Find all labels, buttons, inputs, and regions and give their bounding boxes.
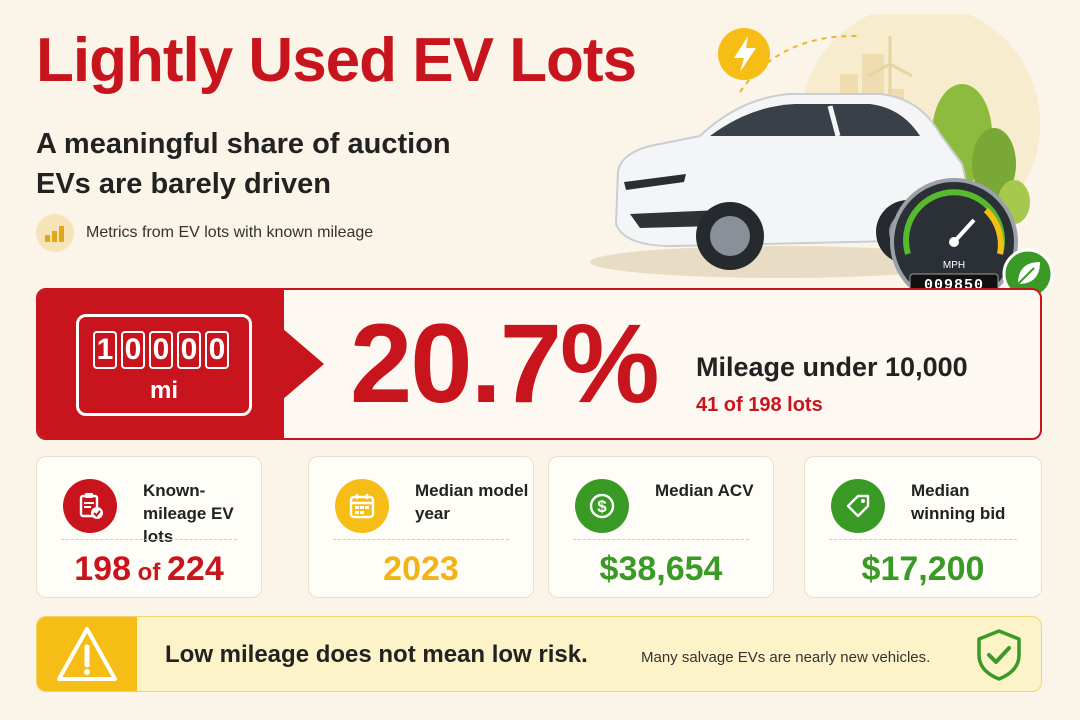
highlight-label: Mileage under 10,000 <box>696 352 968 382</box>
highlight-percent: 20.7% <box>350 301 660 426</box>
svg-text:$: $ <box>597 497 607 516</box>
warning-headline: Low mileage does not mean low risk. <box>165 641 588 668</box>
stat-label: Median model year <box>415 481 529 523</box>
odometer-digit: 0 <box>121 331 145 369</box>
stat-divider <box>61 539 237 540</box>
odometer-panel: 1 0 0 0 0 mi <box>38 290 284 438</box>
stat-value-count: 198 <box>74 550 131 588</box>
stat-value: $38,654 <box>599 550 723 588</box>
stat-value: $17,200 <box>861 550 985 588</box>
speedometer-icon: MPH 009850 <box>890 178 1018 304</box>
stat-card-median-acv: $ Median ACV $38,654 <box>548 456 774 598</box>
risk-warning-banner: Low mileage does not mean low risk. Many… <box>36 616 1042 692</box>
odometer-digits: 1 0 0 0 0 <box>93 331 229 369</box>
stat-label: Known-mileage EV lots <box>143 481 234 546</box>
warning-subtext: Many salvage EVs are nearly new vehicles… <box>641 649 931 666</box>
stat-card-known-mileage: Known-mileage EV lots 198 of 224 <box>36 456 262 598</box>
page-title: Lightly Used EV Lots <box>36 26 637 95</box>
low-mileage-banner: 1 0 0 0 0 mi 20.7% Mileage under 10,000 … <box>36 288 1042 440</box>
calendar-icon <box>335 479 389 533</box>
stat-label: Median winning bid <box>911 481 1006 523</box>
metrics-note-text: Metrics from EV lots with known mileage <box>86 224 374 241</box>
metrics-note: Metrics from EV lots with known mileage <box>36 214 373 252</box>
shield-check-icon <box>977 629 1021 681</box>
highlight-sub: 41 of 198 lots <box>696 394 823 416</box>
stat-label: Median ACV <box>655 481 754 500</box>
speedometer-unit: MPH <box>943 260 965 271</box>
stat-card-winning-bid: Median winning bid $17,200 <box>804 456 1042 598</box>
odometer-digit: 0 <box>177 331 201 369</box>
odometer-digit: 0 <box>205 331 229 369</box>
dollar-icon: $ <box>575 479 629 533</box>
bar-chart-icon <box>36 214 74 252</box>
odometer-digit: 0 <box>149 331 173 369</box>
clipboard-check-icon <box>63 479 117 533</box>
stat-value: 198 of 224 <box>37 551 261 591</box>
stat-divider <box>333 539 509 540</box>
stat-divider <box>829 539 1017 540</box>
price-tag-icon <box>831 479 885 533</box>
banner-arrow <box>282 328 324 400</box>
odometer-digit: 1 <box>93 331 117 369</box>
stat-card-model-year: Median model year 2023 <box>308 456 534 598</box>
page-subtitle: A meaningful share of auction EVs are ba… <box>36 128 451 200</box>
warning-icon <box>57 627 117 681</box>
odometer-icon: 1 0 0 0 0 mi <box>76 314 252 416</box>
stat-value-of: of <box>131 559 167 586</box>
warning-panel <box>37 617 137 691</box>
odometer-unit: mi <box>149 377 178 404</box>
stat-value: 2023 <box>383 550 459 588</box>
lightning-icon <box>718 28 770 80</box>
ev-car-illustration: MPH 009850 <box>590 14 1054 304</box>
stat-value-total: 224 <box>167 550 224 588</box>
stat-divider <box>573 539 749 540</box>
